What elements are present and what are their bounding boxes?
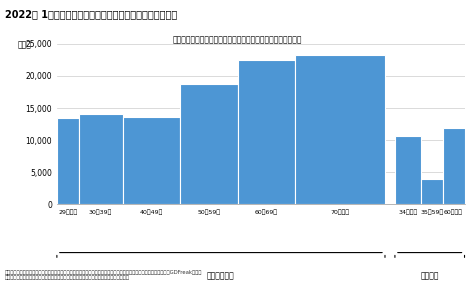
- Y-axis label: （円）: （円）: [18, 41, 31, 50]
- Text: 出所：『家計調査』（総務省）及び『日本の世帯数の将来推計（全国推計）』（国立社会保障・人口問題研究所）からGDFreak推計。
なお、縦棒の幅は当該区分の世帯数: 出所：『家計調査』（総務省）及び『日本の世帯数の将来推計（全国推計）』（国立社会…: [5, 270, 202, 280]
- Text: （縦棒の幅は全世帯数にしめる当該世帯カテゴリーのシェア）: （縦棒の幅は全世帯数にしめる当該世帯カテゴリーのシェア）: [172, 35, 302, 44]
- Bar: [395, 136, 421, 204]
- Bar: [421, 179, 443, 204]
- Bar: [79, 114, 122, 204]
- Bar: [180, 84, 238, 204]
- Text: 2022年 1世帯当たり年間の消費支出（世帯数と消費支出）: 2022年 1世帯当たり年間の消費支出（世帯数と消費支出）: [5, 9, 177, 19]
- Bar: [443, 128, 465, 204]
- Text: 単身世帯: 単身世帯: [420, 272, 439, 281]
- Bar: [295, 55, 385, 204]
- Bar: [238, 60, 295, 204]
- Text: 二人以上世帯: 二人以上世帯: [207, 272, 235, 281]
- Bar: [57, 118, 79, 204]
- Bar: [122, 117, 180, 204]
